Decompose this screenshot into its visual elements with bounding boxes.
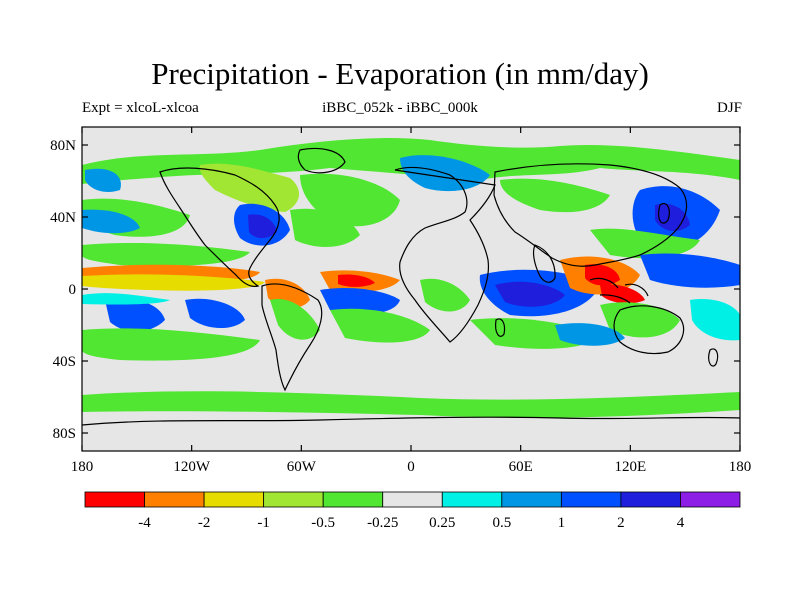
lon-tick-label: 120E (614, 459, 646, 475)
axis-ticks: 80N 40N 0 40S 80S 180 120W 60W 0 60E 120E 180 (50, 127, 751, 475)
coastline-japan (658, 202, 670, 224)
colorbar-swatch (680, 491, 741, 508)
colorbar-swatch (441, 491, 503, 508)
tropical-atlantic-red (338, 274, 375, 287)
colorbar-label: -2 (198, 515, 211, 531)
map-title: Precipitation - Evaporation (in mm/day) (151, 56, 649, 91)
colorbar-label: 4 (677, 515, 685, 531)
west-pacific-green (590, 228, 700, 259)
south-atlantic-blue (320, 288, 400, 315)
anomaly-field (82, 138, 740, 418)
east-us-dark (248, 214, 277, 238)
south-pacific-blue-1 (105, 298, 165, 332)
season-label: DJF (716, 100, 742, 116)
coastline-asia (493, 163, 688, 267)
colorbar-label: -4 (138, 515, 151, 531)
colorbar-swatch (620, 491, 681, 508)
pacific-nw-blue (85, 168, 121, 192)
south-pacific-green (82, 328, 260, 361)
south-pacific-blue-2 (185, 298, 245, 329)
australia-green (600, 302, 680, 338)
east-pacific-cyan (690, 299, 740, 341)
south-atlantic-green (330, 308, 430, 343)
africa-green (420, 278, 470, 312)
colorbar-label: 1 (558, 515, 566, 531)
colorbar-swatch (203, 491, 265, 508)
lat-tick-label: 0 (69, 282, 77, 298)
lat-tick-label: 80N (50, 138, 76, 154)
atlantic-green (290, 208, 360, 247)
colorbar-label: -0.5 (311, 515, 335, 531)
colorbar-swatch (501, 491, 562, 508)
lat-tick-label: 80S (53, 426, 76, 442)
coastline-india (532, 244, 556, 283)
colorbar-label: -0.25 (367, 515, 398, 531)
lat-tick-label: 40S (53, 354, 76, 370)
coastline-antarctica (82, 416, 740, 426)
colorbar-label: 0.25 (429, 515, 455, 531)
experiment-label: Expt = xlcoL-xlcoa (82, 100, 199, 116)
colorbar-label: 2 (617, 515, 625, 531)
colorbar-label: -1 (257, 515, 270, 531)
lon-tick-label: 0 (407, 459, 415, 475)
colorbar-swatch (144, 491, 205, 508)
colorbar-label: 0.5 (492, 515, 511, 531)
itcz-pacific-yellow (82, 274, 265, 291)
lon-tick-label: 60W (287, 459, 317, 475)
coastline-australia (613, 305, 685, 355)
lon-tick-label: 60E (509, 459, 533, 475)
colorbar-swatch (84, 491, 145, 508)
coastline-south-america (261, 283, 323, 392)
colorbar-swatch (322, 491, 384, 508)
coastline-greenland (297, 147, 346, 174)
colorbar: -4 -2 -1 -0.5 -0.25 0.25 0.5 1 2 4 (84, 491, 741, 531)
coastline-madagascar (495, 318, 506, 337)
coastline-new-zealand (708, 348, 719, 367)
west-pacific-tropical-blue (640, 253, 740, 288)
coastline-maritime (589, 277, 649, 304)
colorbar-swatch (560, 491, 622, 508)
south-indian-blue (555, 323, 625, 346)
colorbar-swatch (263, 491, 324, 508)
coastlines (82, 147, 740, 426)
map-plot-area (81, 126, 741, 452)
maritime-red-2 (600, 284, 645, 304)
south-pacific-cyan (82, 293, 170, 305)
case-label: iBBC_052k - iBBC_000k (322, 100, 478, 116)
indian-ocean-dark (495, 281, 565, 307)
south-america-green (270, 299, 320, 340)
north-america-green (199, 163, 300, 212)
lon-tick-label: 120W (173, 459, 211, 475)
maritime-continent-red (585, 264, 620, 286)
lon-tick-label: 180 (729, 459, 752, 475)
lon-tick-label: 180 (71, 459, 94, 475)
siberia-green (500, 178, 610, 213)
lat-tick-label: 40N (50, 210, 76, 226)
north-pacific-blue (82, 209, 140, 234)
southern-ocean-green (82, 391, 740, 418)
coastline-north-america (159, 167, 280, 287)
colorbar-swatch (382, 491, 443, 508)
coastline-europe-africa (394, 166, 496, 343)
